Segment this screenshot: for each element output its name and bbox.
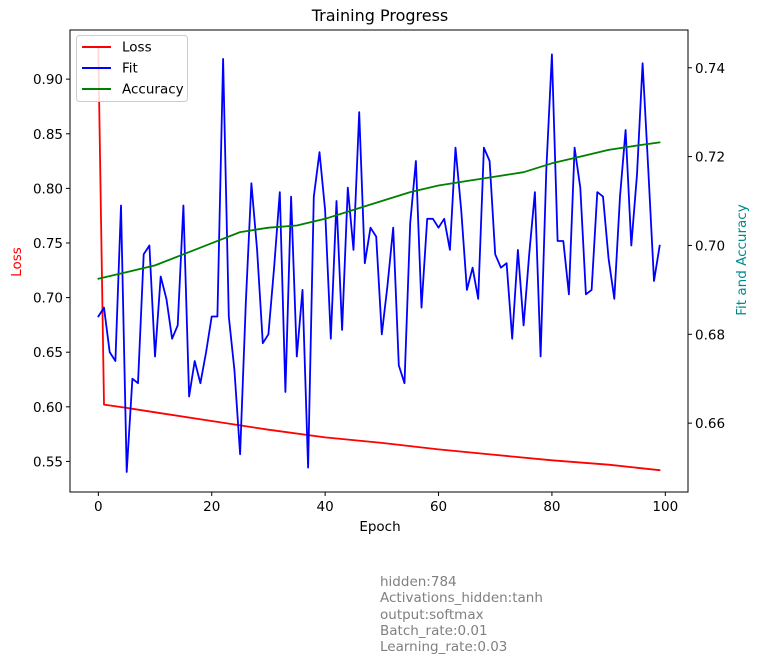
y-left-tick-label: 0.90	[33, 72, 63, 88]
series-line-accuracy	[97, 141, 661, 280]
y-right-tick-label: 0.66	[695, 416, 725, 432]
y-left-tick-label: 0.75	[33, 236, 63, 252]
x-tick-label: 40	[317, 499, 334, 515]
legend-label-loss: Loss	[122, 40, 152, 56]
y-axis-label-left: Loss	[9, 247, 25, 277]
series-line-fit	[97, 53, 661, 473]
model-config-notes: hidden:784 Activations_hidden:tanh outpu…	[380, 574, 543, 655]
x-tick-label: 20	[203, 499, 220, 515]
note-activation: Activations_hidden:tanh	[380, 590, 543, 607]
x-tick-label: 100	[652, 499, 678, 515]
note-output: output:softmax	[380, 606, 484, 623]
y-left-tick-label: 0.80	[33, 181, 63, 197]
y-left-tick-label: 0.65	[33, 345, 63, 361]
training-progress-chart: 0 20 40 60 80 100 0.55 0.60 0.65 0.70 0.75 0.80 0.85…	[9, 6, 750, 535]
note-hidden: hidden:784	[380, 574, 457, 590]
y-right-tick-label: 0.74	[695, 61, 725, 77]
y-axis-label-right: Fit and Accuracy	[734, 204, 750, 315]
y-right-tick-label: 0.72	[695, 150, 725, 166]
plot-area: 0 20 40 60 80 100 0.55 0.60 0.65 0.70 0.75 0.80 0.85…	[33, 29, 725, 515]
legend-frame	[76, 35, 188, 102]
series-line-loss	[97, 47, 661, 472]
note-learning-rate: Learning_rate:0.03	[380, 639, 508, 656]
y-left-tick-label: 0.60	[33, 400, 63, 416]
x-tick-label: 80	[543, 499, 560, 515]
y-left-tick-label: 0.55	[33, 454, 63, 470]
y-left-tick-label: 0.70	[33, 291, 63, 307]
x-axis-label: Epoch	[359, 519, 400, 535]
legend-label-accuracy: Accuracy	[122, 82, 184, 98]
note-batch-rate: Batch_rate:0.01	[380, 622, 488, 639]
x-tick-label: 60	[430, 499, 447, 515]
legend: Loss Fit Accuracy	[76, 35, 188, 102]
plot-frame	[69, 29, 689, 493]
y-left-tick-label: 0.85	[33, 127, 63, 143]
x-tick-label: 0	[94, 499, 103, 515]
chart-title: Training Progress	[311, 6, 449, 25]
y-right-tick-label: 0.70	[695, 238, 725, 254]
y-right-tick-label: 0.68	[695, 327, 725, 343]
legend-label-fit: Fit	[122, 61, 138, 77]
